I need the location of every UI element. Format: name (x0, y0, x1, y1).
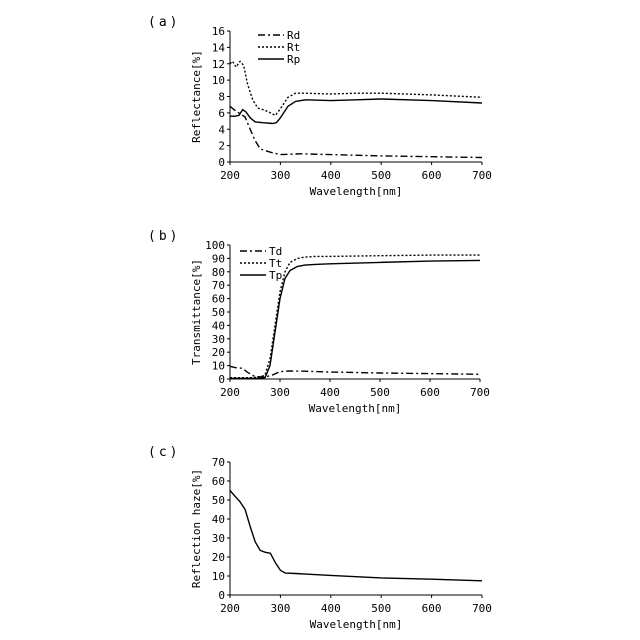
y-axis-label: Reflection haze[%] (190, 469, 203, 588)
y-axis-label: Reflectance[%] (190, 50, 203, 143)
x-tick-label: 700 (472, 602, 492, 615)
x-tick-label: 600 (420, 386, 440, 399)
x-axis-label: Wavelength[nm] (310, 618, 403, 631)
y-tick-label: 60 (212, 293, 225, 306)
y-tick-label: 60 (212, 475, 225, 488)
y-tick-label: 14 (212, 41, 226, 54)
x-tick-label: 400 (321, 169, 341, 182)
panel-a: (a) 0 2 4 6 8 10 12 14 16 200 300 400 500 600 700 Wavele… (148, 15, 492, 198)
y-tick-label: 12 (212, 58, 225, 71)
y-axis-label: Transmittance[%] (190, 259, 203, 365)
x-axis-label: Wavelength[nm] (309, 402, 402, 415)
y-tick-label: 80 (212, 266, 225, 279)
y-tick-label: 50 (212, 494, 225, 507)
x-tick-label: 500 (371, 602, 391, 615)
y-tick-label: 0 (218, 156, 225, 169)
x-tick-label: 600 (422, 602, 442, 615)
y-tick-label: 6 (218, 107, 225, 120)
y-tick-label: 40 (212, 513, 225, 526)
panel-label: (b) (148, 229, 180, 244)
series-line-rp (230, 99, 482, 124)
panel-label: (c) (148, 445, 180, 460)
x-tick-label: 500 (370, 386, 390, 399)
panel-b: (b) 0102030405060708090100 200 300 400 500 600… (148, 229, 490, 415)
y-tick-label: 8 (218, 91, 225, 104)
y-tick-label: 50 (212, 306, 225, 319)
x-tick-label: 300 (270, 169, 290, 182)
y-tick-label: 70 (212, 456, 225, 469)
series-line-rd (230, 106, 482, 157)
x-tick-label: 600 (422, 169, 442, 182)
y-tick-label: 10 (212, 570, 225, 583)
y-tick-label: 30 (212, 333, 225, 346)
y-tick-label: 16 (212, 25, 225, 38)
x-tick-label: 300 (270, 602, 290, 615)
x-tick-label: 200 (220, 386, 240, 399)
x-axis-label: Wavelength[nm] (310, 185, 403, 198)
y-tick-label: 2 (218, 140, 225, 153)
legend-label-rp: Rp (287, 53, 300, 66)
y-tick-label: 10 (212, 74, 225, 87)
x-tick-label: 200 (220, 169, 240, 182)
panel-c: (c) 0 10 20 30 40 50 60 70 200 300 400 500 600 700 Wave… (148, 445, 492, 631)
y-tick-label: 40 (212, 319, 225, 332)
legend-label-tp: Tp (269, 269, 282, 282)
y-tick-label: 70 (212, 279, 225, 292)
y-tick-label: 4 (218, 123, 225, 136)
y-tick-label: 30 (212, 532, 225, 545)
series-line-rt (230, 61, 482, 115)
legend: TdTtTp (240, 245, 282, 282)
y-tick-label: 10 (212, 360, 225, 373)
x-tick-label: 200 (220, 602, 240, 615)
x-tick-label: 700 (472, 169, 492, 182)
x-tick-label: 700 (470, 386, 490, 399)
y-tick-label: 0 (218, 373, 225, 386)
y-tick-label: 90 (212, 252, 225, 265)
y-tick-label: 20 (212, 346, 225, 359)
x-tick-label: 400 (321, 602, 341, 615)
series-line-tp (230, 260, 480, 378)
y-tick-label: 100 (205, 239, 225, 252)
y-tick-label: 20 (212, 551, 225, 564)
x-tick-label: 400 (320, 386, 340, 399)
x-tick-label: 300 (270, 386, 290, 399)
legend: RdRtRp (258, 29, 300, 66)
x-tick-label: 500 (371, 169, 391, 182)
panel-label: (a) (148, 15, 180, 30)
series-line-tt (230, 255, 480, 378)
series-line-haze (230, 491, 482, 581)
y-tick-label: 0 (218, 589, 225, 602)
